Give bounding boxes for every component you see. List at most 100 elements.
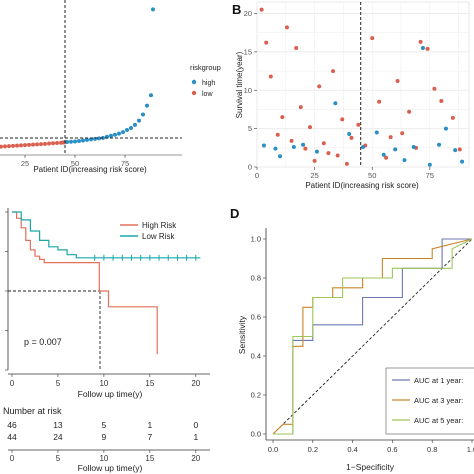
- panel-b-y-tick-label: 20: [244, 9, 252, 18]
- panel-b-point-low: [400, 131, 405, 136]
- panel-b-xlabel: Patient ID(increasing risk score): [305, 181, 419, 190]
- panel-d-x-tick-label: 0.8: [427, 445, 437, 454]
- panel-b-point-low: [418, 39, 423, 44]
- panel-d-y-tick-label: 0.4: [251, 352, 261, 361]
- panel-a-point-low: [47, 141, 51, 146]
- panel-c-high-risk-curve: [12, 211, 158, 355]
- panel-d-legend-5year-label: AUC at 5 year:: [414, 416, 463, 425]
- panel-b-point-low: [331, 69, 336, 74]
- panel-a-point-high: [93, 136, 97, 141]
- risk-table-cell: 46: [7, 420, 17, 430]
- panel-d-legend-3year-label: AUC at 3 year:: [414, 396, 463, 405]
- panel-d-x-ticks: 0.0 0.2 0.4 0.6 0.8 1.0: [268, 440, 474, 454]
- panel-a-point-low: [43, 141, 47, 146]
- panel-b-point-low: [308, 125, 312, 130]
- panel-a-point-high: [125, 128, 129, 133]
- panel-a-point-low: [3, 144, 7, 149]
- panel-b-label: B: [232, 2, 241, 17]
- panel-b-y-tick-label: 0: [248, 163, 252, 172]
- panel-a-point-low: [31, 142, 35, 147]
- risk-table-cell: 1: [193, 432, 198, 442]
- risk-table-title: Number at risk: [3, 406, 62, 416]
- panel-b-point-high: [460, 159, 465, 164]
- panel-b-y-tick-label: 10: [244, 86, 252, 95]
- panel-d-x-tick-label: 0.0: [268, 445, 278, 454]
- risk-table-cell: 0: [193, 420, 198, 430]
- panel-b-x-tick-label: 50: [368, 171, 376, 180]
- panel-d-reference-diagonal: [272, 238, 473, 435]
- panel-d-x-tick-label: 0.2: [308, 445, 318, 454]
- panel-a-point-high: [109, 133, 113, 138]
- panel-a-point-high: [133, 122, 137, 127]
- risk-table-x-tick-label: 0: [10, 454, 15, 463]
- panel-a-legend-low-marker: [191, 90, 197, 96]
- panel-b-point-low: [326, 151, 331, 156]
- panel-d-x-tick-label: 0.4: [347, 445, 357, 454]
- risk-table-x-tick-label: 5: [56, 454, 61, 463]
- risk-table-cell: 1: [147, 420, 152, 430]
- panel-d-xlabel: 1−Specificity: [346, 462, 395, 472]
- panel-b-point-low: [432, 86, 437, 91]
- risk-table-x-tick-label: 10: [99, 454, 108, 463]
- panel-b-point-low: [321, 141, 326, 146]
- panel-a-plot-area: [0, 0, 182, 155]
- panel-c-x-ticks: 0 5 10 15 20: [10, 374, 201, 388]
- panel-a: 25 50 75 Patient ID(increasing risk score)…: [0, 0, 221, 174]
- panel-a-point-low: [51, 141, 55, 146]
- panel-b-point-low: [335, 153, 340, 158]
- panel-b-points: [259, 7, 465, 167]
- panel-c-x-tick-label: 15: [145, 379, 154, 388]
- panel-a-point-high: [117, 131, 121, 136]
- panel-d-roc-curves: [272, 238, 473, 435]
- panel-c: High Risk Low Risk p = 0.007 0 5 10 15 20 Fo…: [5, 208, 210, 399]
- risk-table-x-ticks: 0 5 10 15 20: [10, 450, 201, 463]
- risk-table-xlabel: Follow up time(y): [78, 463, 143, 473]
- panel-a-point-high: [141, 112, 145, 117]
- panel-b-point-high: [443, 126, 448, 131]
- panel-b-point-high: [374, 130, 379, 135]
- panel-b-y-tick-label: 15: [244, 47, 252, 56]
- panel-b-x-ticks: 0 25 50 75: [255, 167, 434, 180]
- panel-a-x-tick-label: 75: [121, 159, 129, 168]
- panel-b-point-low: [264, 40, 269, 45]
- panel-b-x-tick-label: 25: [310, 171, 318, 180]
- panel-b-point-high: [291, 145, 296, 150]
- panel-a-point-low: [27, 142, 31, 147]
- panel-b-point-low: [388, 135, 393, 140]
- panel-b-point-high: [437, 142, 442, 147]
- panel-c-legend-low-label: Low Risk: [142, 232, 175, 241]
- panel-b-point-low: [370, 36, 375, 41]
- panel-c-low-risk-curve: [12, 211, 201, 259]
- panel-a-point-high: [81, 138, 85, 143]
- panel-a-point-low: [19, 143, 23, 148]
- risk-table-cell: 13: [53, 420, 63, 430]
- panel-a-point-high: [85, 137, 89, 142]
- panel-b-point-low: [312, 158, 317, 163]
- risk-table-cell: 44: [7, 432, 17, 442]
- risk-table-cell: 9: [102, 432, 107, 442]
- panel-d-legend-1year-label: AUC at 1 year:: [414, 376, 463, 385]
- panel-b-point-low: [356, 122, 361, 127]
- panel-a-point-high: [77, 138, 81, 143]
- panel-d-ylabel: Sensitivity: [237, 315, 247, 354]
- risk-table-cells: 46 13 5 1 0 44 24 9 7 1: [7, 420, 198, 442]
- panel-b-point-low: [457, 147, 462, 152]
- panel-d-y-tick-label: 0.2: [251, 391, 261, 400]
- panel-a-point-high: [145, 103, 149, 108]
- panel-a-point-high: [121, 130, 125, 135]
- panel-d-label: D: [230, 206, 239, 221]
- risk-table: Number at risk 46 13 5 1 044 24 9 7 1 0 5 10 15 20 F…: [3, 406, 210, 473]
- panel-b-x-tick-label: 75: [426, 171, 434, 180]
- panel-c-x-tick-label: 5: [56, 379, 61, 388]
- panel-a-point-low: [35, 142, 39, 147]
- panel-a-point-high: [129, 125, 133, 130]
- panel-b-point-low: [289, 138, 294, 143]
- risk-table-cell: 5: [102, 420, 107, 430]
- panel-b-ylabel: Survival time(year): [235, 51, 244, 118]
- panel-b-point-low: [340, 117, 345, 122]
- panel-d: D 0.00.20.40.60.81.0 0.00.20.40.60.81.0 …: [230, 206, 474, 472]
- panel-a-point-low: [15, 143, 19, 148]
- panel-d-x-tick-label: 1.0: [467, 445, 474, 454]
- panel-c-y-ticks: [5, 211, 8, 371]
